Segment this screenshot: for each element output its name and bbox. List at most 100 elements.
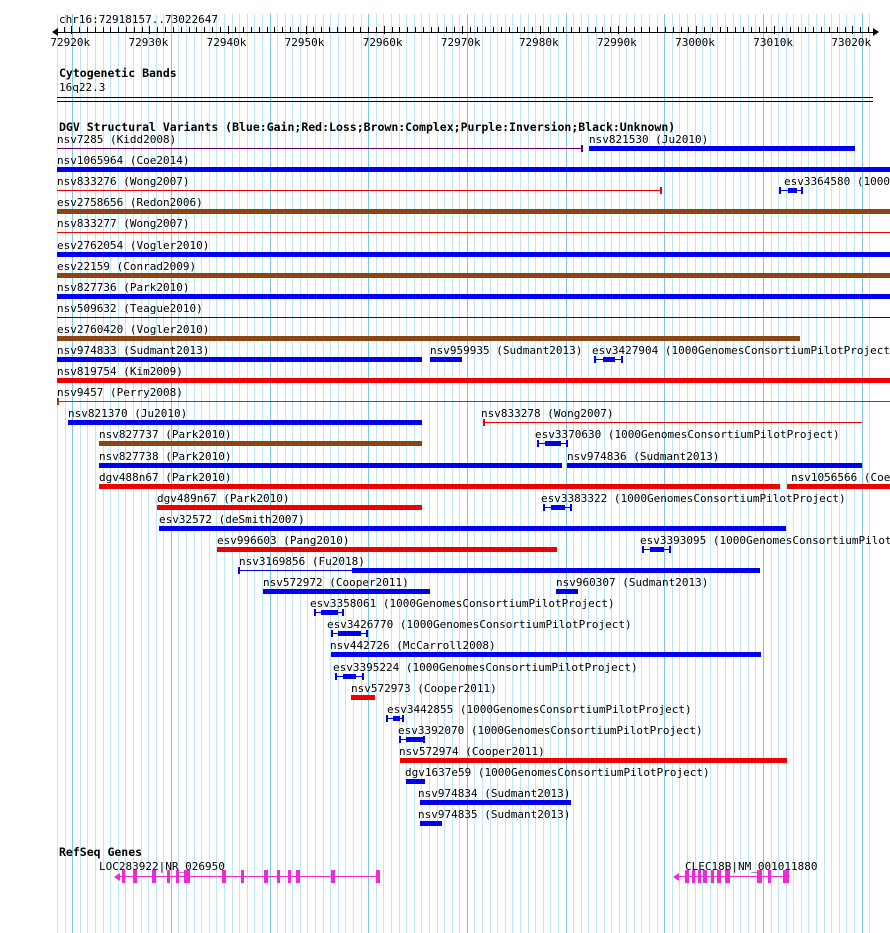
- dgv-feature-label[interactable]: nsv974833 (Sudmant2013): [57, 344, 210, 357]
- dgv-feature-bar[interactable]: [400, 757, 787, 763]
- dgv-feature-bar[interactable]: [57, 209, 890, 215]
- dgv-feature-label[interactable]: esv3427904 (1000GenomesConsortiumPilotPr…: [592, 344, 890, 357]
- gene-exon[interactable]: [184, 870, 190, 883]
- dgv-feature-label[interactable]: nsv572972 (Cooper2011): [263, 576, 409, 590]
- dgv-feature-bar[interactable]: [603, 357, 615, 362]
- dgv-feature-label[interactable]: nsv821370 (Ju2010): [68, 407, 188, 421]
- dgv-feature-label[interactable]: esv32572 (deSmith2007): [159, 512, 305, 526]
- gene-exon[interactable]: [703, 870, 707, 883]
- dgv-feature-bar[interactable]: [99, 462, 562, 468]
- dgv-feature-bar[interactable]: [352, 568, 760, 573]
- gene-exon[interactable]: [167, 870, 170, 883]
- dgv-feature-label[interactable]: esv3426770 (1000GenomesConsortiumPilotPr…: [327, 618, 632, 632]
- dgv-feature-label[interactable]: esv3395224 (1000GenomesConsortiumPilotPr…: [333, 660, 638, 674]
- dgv-feature-label[interactable]: nsv959935 (Sudmant2013): [430, 344, 583, 357]
- dgv-feature-bar[interactable]: [406, 736, 424, 742]
- dgv-feature-bar[interactable]: [567, 462, 862, 468]
- dgv-feature-bar[interactable]: [406, 779, 425, 784]
- dgv-feature-line[interactable]: [57, 316, 890, 318]
- dgv-feature-bar[interactable]: [351, 694, 375, 700]
- dgv-feature-label[interactable]: nsv442726 (McCarroll2008): [330, 639, 496, 653]
- dgv-feature-bar[interactable]: [650, 546, 664, 552]
- gene-exon[interactable]: [698, 870, 701, 883]
- gene-exon[interactable]: [152, 870, 156, 883]
- dgv-feature-bar[interactable]: [57, 167, 890, 173]
- gene-exon[interactable]: [376, 870, 380, 883]
- dgv-feature-label[interactable]: esv3358061 (1000GenomesConsortiumPilotPr…: [310, 597, 615, 611]
- gene-exon[interactable]: [685, 870, 689, 883]
- dgv-feature-label[interactable]: esv3442855 (1000GenomesConsortiumPilotPr…: [387, 702, 692, 716]
- dgv-feature-label[interactable]: nsv7285 (Kidd2008): [57, 133, 177, 146]
- dgv-feature-bar[interactable]: [551, 504, 565, 510]
- dgv-feature-bar[interactable]: [57, 272, 890, 278]
- dgv-feature-bar[interactable]: [321, 610, 338, 616]
- dgv-feature-bar[interactable]: [331, 652, 761, 658]
- gene-exon[interactable]: [331, 870, 335, 883]
- dgv-feature-label[interactable]: esv22159 (Conrad2009): [57, 259, 197, 273]
- dgv-feature-label[interactable]: dgv489n67 (Park2010): [157, 491, 290, 505]
- dgv-feature-bar[interactable]: [545, 441, 561, 447]
- gene-exon[interactable]: [241, 870, 244, 883]
- dgv-feature-label[interactable]: dgv488n67 (Park2010): [99, 470, 232, 484]
- dgv-feature-bar[interactable]: [589, 146, 855, 151]
- dgv-feature-bar[interactable]: [159, 525, 786, 531]
- dgv-feature-line[interactable]: [57, 232, 890, 234]
- gene-exon[interactable]: [288, 870, 291, 883]
- dgv-feature-line[interactable]: [483, 422, 862, 424]
- dgv-feature-bar[interactable]: [338, 631, 361, 637]
- dgv-feature-label[interactable]: nsv974836 (Sudmant2013): [567, 449, 720, 463]
- dgv-feature-bar[interactable]: [57, 335, 800, 341]
- dgv-feature-label[interactable]: nsv833277 (Wong2007): [57, 217, 190, 231]
- dgv-feature-label[interactable]: nsv974834 (Sudmant2013): [418, 787, 571, 801]
- dgv-feature-bar[interactable]: [343, 673, 356, 679]
- gene-exon[interactable]: [783, 870, 789, 883]
- gene-exon[interactable]: [296, 870, 300, 883]
- gene-exon[interactable]: [222, 870, 226, 883]
- dgv-feature-bar[interactable]: [99, 483, 780, 489]
- gene-exon[interactable]: [277, 870, 280, 883]
- gene-exon[interactable]: [133, 870, 137, 883]
- dgv-feature-bar[interactable]: [99, 441, 422, 447]
- gene-exon[interactable]: [176, 870, 179, 883]
- dgv-feature-bar[interactable]: [556, 589, 578, 595]
- dgv-feature-bar[interactable]: [57, 378, 890, 384]
- gene-exon[interactable]: [122, 870, 125, 883]
- dgv-feature-label[interactable]: nsv974835 (Sudmant2013): [418, 808, 571, 822]
- dgv-feature-label[interactable]: nsv833276 (Wong2007): [57, 175, 190, 189]
- dgv-feature-label[interactable]: nsv819754 (Kim2009): [57, 365, 183, 379]
- dgv-feature-bar[interactable]: [420, 800, 571, 806]
- dgv-feature-label[interactable]: esv2760420 (Vogler2010): [57, 322, 210, 336]
- dgv-feature-label[interactable]: nsv833278 (Wong2007): [481, 407, 614, 421]
- dgv-feature-bar[interactable]: [68, 420, 422, 426]
- dgv-feature-bar[interactable]: [430, 357, 462, 362]
- dgv-feature-label[interactable]: nsv9457 (Perry2008): [57, 386, 183, 400]
- gene-exon[interactable]: [717, 870, 721, 883]
- dgv-feature-bar[interactable]: [57, 251, 890, 257]
- dgv-feature-label[interactable]: nsv827736 (Park2010): [57, 280, 190, 294]
- gene-exon[interactable]: [757, 870, 762, 883]
- dgv-feature-bar[interactable]: [217, 546, 557, 552]
- dgv-feature-label[interactable]: esv3393095 (1000GenomesConsortiumPilotPr…: [640, 533, 890, 547]
- gene-exon[interactable]: [264, 870, 268, 883]
- gene-label[interactable]: LOC283922|NR_026950: [99, 860, 225, 873]
- gene-exon[interactable]: [768, 870, 771, 883]
- dgv-feature-bar[interactable]: [157, 504, 422, 510]
- dgv-feature-label[interactable]: nsv821530 (Ju2010): [589, 133, 709, 146]
- dgv-feature-label[interactable]: esv3392070 (1000GenomesConsortiumPilotPr…: [398, 723, 703, 737]
- dgv-feature-bar[interactable]: [393, 715, 400, 721]
- dgv-feature-label[interactable]: nsv1056566 (Coe2014): [791, 470, 890, 484]
- dgv-feature-line[interactable]: [57, 190, 662, 192]
- dgv-feature-label[interactable]: esv996603 (Pang2010): [217, 533, 350, 547]
- gene-exon[interactable]: [711, 870, 714, 883]
- gene-exon[interactable]: [725, 870, 730, 883]
- dgv-feature-bar[interactable]: [420, 821, 442, 827]
- coordinate-ruler[interactable]: [52, 26, 879, 37]
- dgv-feature-bar[interactable]: [57, 293, 890, 299]
- dgv-feature-line[interactable]: [57, 148, 583, 149]
- dgv-feature-label[interactable]: nsv960307 (Sudmant2013): [556, 576, 709, 590]
- dgv-feature-label[interactable]: esv2762054 (Vogler2010): [57, 238, 210, 252]
- gene-exon[interactable]: [692, 870, 695, 883]
- dgv-feature-label[interactable]: nsv827737 (Park2010): [99, 428, 232, 442]
- dgv-feature-label[interactable]: nsv3169856 (Fu2018): [239, 555, 365, 568]
- dgv-feature-label[interactable]: esv3383322 (1000GenomesConsortiumPilotPr…: [541, 491, 846, 505]
